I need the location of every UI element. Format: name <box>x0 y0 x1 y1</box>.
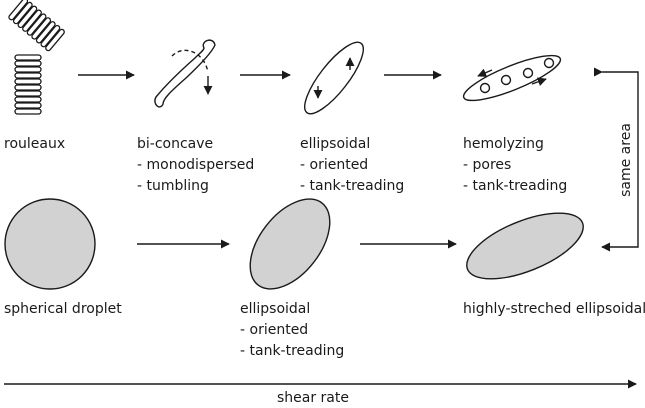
label-highly-stretched: highly-streched ellipsoidal <box>463 301 645 317</box>
label-ellipsoidal-top: ellipsoidal <box>300 136 370 152</box>
label-ellipsoidal-bottom-line2: - oriented <box>240 322 308 338</box>
label-spherical-droplet: spherical droplet <box>4 301 122 317</box>
label-ellipsoidal-top-line3: - tank-treading <box>300 178 404 194</box>
label-ellipsoidal-top-line2: - oriented <box>300 157 368 173</box>
hemolyzing-cell-icon <box>462 54 562 102</box>
label-ellipsoidal-bottom-line3: - tank-treading <box>240 343 344 359</box>
ellipsoidal-cell-icon <box>304 41 364 115</box>
bottom-row-labels: spherical droplet ellipsoidal - oriented… <box>4 301 645 359</box>
shear-rate-axis-label: shear rate <box>277 390 349 406</box>
same-area-label: same area <box>618 123 634 197</box>
spherical-droplet-icon <box>4 198 96 290</box>
label-hemolyzing-line3: - tank-treading <box>463 178 567 194</box>
label-biconcave-line2: - monodispersed <box>137 157 254 173</box>
top-row-labels: rouleaux bi-concave - monodispersed - tu… <box>4 136 567 194</box>
label-hemolyzing: hemolyzing <box>463 136 544 152</box>
progression-arrows <box>4 67 639 389</box>
label-rouleaux: rouleaux <box>4 136 65 152</box>
stretched-ellipsoid-icon <box>466 212 584 280</box>
ellipsoidal-droplet-icon <box>249 198 331 290</box>
same-area-bracket <box>593 67 639 252</box>
label-biconcave-line3: - tumbling <box>137 178 209 194</box>
label-hemolyzing-line2: - pores <box>463 157 511 173</box>
bi-concave-cell-icon <box>154 39 216 108</box>
label-biconcave: bi-concave <box>137 136 213 152</box>
rouleaux-stack-icon <box>8 0 65 115</box>
label-ellipsoidal-bottom: ellipsoidal <box>240 301 310 317</box>
